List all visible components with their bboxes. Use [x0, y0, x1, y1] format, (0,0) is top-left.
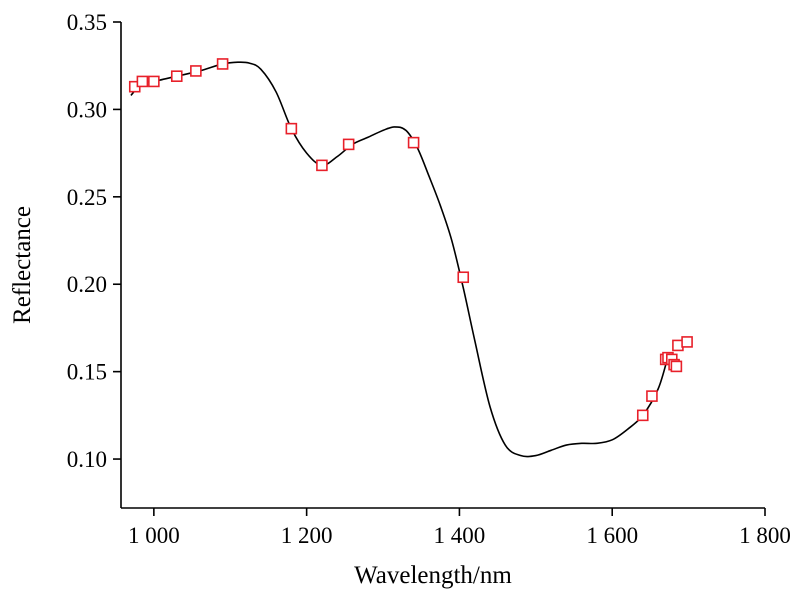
x-tick-label: 1 800: [739, 523, 791, 548]
selected-wavelength-marker: [170, 70, 183, 82]
y-tick-label: 0.35: [67, 10, 107, 35]
x-ticks: 1 000 1 200 1 400 1 600 1 800: [128, 508, 791, 548]
y-tick-label: 0.15: [67, 360, 107, 385]
x-axis-title: Wavelength/nm: [354, 562, 512, 589]
selected-wavelength-marker: [636, 409, 649, 422]
axes: [120, 22, 765, 509]
y-tick-label: 0.25: [67, 185, 107, 210]
spectrum-line: [130, 61, 668, 458]
y-tick-label: 0.20: [67, 272, 107, 297]
x-tick-label: 1 400: [434, 523, 486, 548]
y-tick-label: 0.30: [67, 97, 107, 122]
x-tick-label: 1 200: [281, 523, 333, 548]
selected-wavelength-marker: [681, 336, 693, 348]
y-ticks: 0.10 0.15 0.20 0.25 0.30 0.35: [67, 10, 121, 472]
selected-wavelength-marker: [670, 360, 683, 373]
selected-wavelength-marker: [316, 159, 328, 172]
selected-wavelength-marker: [342, 138, 355, 151]
y-tick-label: 0.10: [67, 447, 107, 472]
x-tick-label: 1 600: [586, 523, 638, 548]
x-tick-label: 1 000: [128, 523, 180, 548]
selected-wavelength-marker: [646, 390, 658, 402]
series-layer: [128, 58, 693, 458]
y-axis-title: Reflectance: [9, 206, 36, 324]
selected-wavelength-marker: [216, 58, 229, 70]
selected-wavelength-marker: [190, 65, 202, 77]
selected-wavelength-marker: [407, 136, 420, 149]
selected-wavelength-marker: [136, 75, 149, 88]
selected-wavelength-marker: [148, 75, 160, 88]
selected-wavelength-marker: [457, 271, 470, 284]
selected-wavelength-marker: [285, 122, 298, 135]
